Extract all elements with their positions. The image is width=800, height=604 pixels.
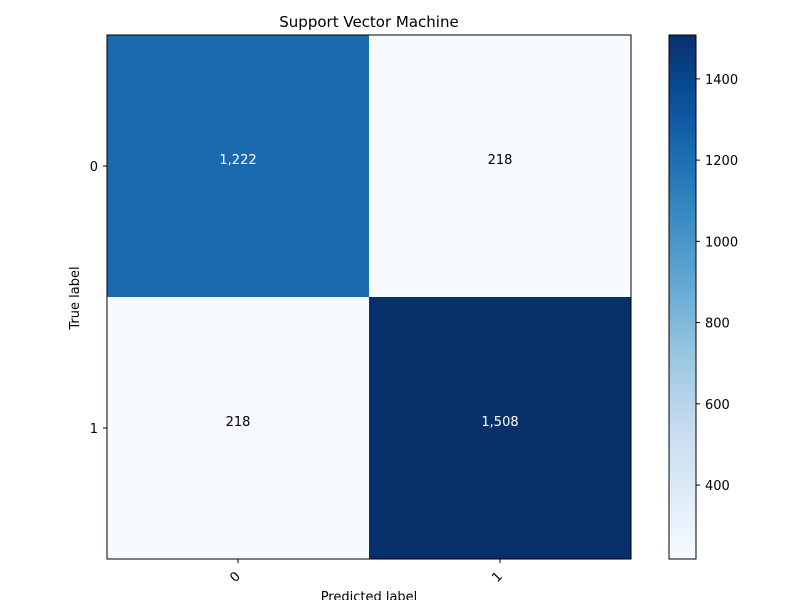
x-axis-label: Predicted label	[321, 590, 418, 600]
heatmap-cell-1-0	[107, 297, 369, 559]
cell-value-label-1-0: 218	[226, 415, 251, 430]
y-tick-label-0: 0	[90, 160, 98, 175]
cell-value-label-0-1: 218	[488, 153, 513, 168]
colorbar-tick-label-3: 1000	[705, 235, 738, 250]
y-axis-label: True label	[68, 266, 83, 330]
colorbar-tick-label-2: 800	[705, 317, 730, 332]
heatmap-frame	[106, 34, 632, 560]
colorbar-gradient	[668, 34, 697, 560]
heatmap-layer: 1,222 218 218 1,508 0 1 0 1	[90, 34, 632, 586]
heatmap-cell-0-0	[107, 35, 369, 297]
colorbar-tick-label-1: 600	[705, 398, 730, 413]
colorbar-tick-label-4: 1200	[705, 154, 738, 169]
cell-value-label-0-0: 1,222	[219, 153, 256, 168]
y-tick-label-1: 1	[90, 422, 98, 437]
heatmap-cell-0-1	[369, 35, 631, 297]
chart-title: Support Vector Machine	[279, 13, 458, 31]
x-tick-label-0: 0	[227, 569, 243, 585]
cell-value-label-1-1: 1,508	[481, 415, 518, 430]
heatmap-cell-1-1	[369, 297, 631, 559]
colorbar-tick-label-0: 400	[705, 479, 730, 494]
colorbar-tick-label-5: 1400	[705, 73, 738, 88]
x-tick-label-1: 1	[489, 569, 505, 585]
colorbar: 400 600 800 1000 1200 1400	[668, 34, 738, 560]
